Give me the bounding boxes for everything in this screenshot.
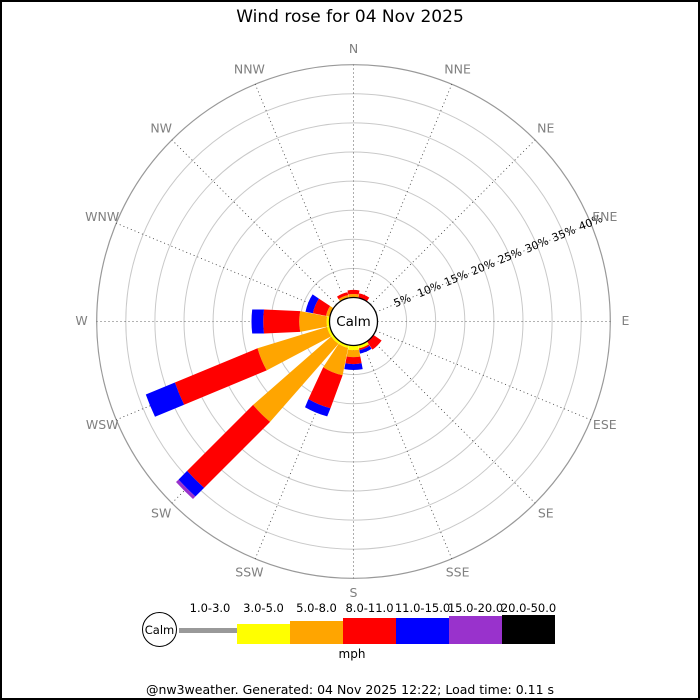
- compass-label-sw: SW: [151, 505, 171, 520]
- grid-spoke: [362, 343, 453, 559]
- grid-ring: [125, 93, 582, 550]
- compass-label-wsw: WSW: [86, 417, 119, 432]
- wind-bar-segment: [299, 311, 328, 332]
- compass-label-wnw: WNW: [85, 209, 119, 224]
- wind-bar-segment: [178, 470, 205, 497]
- wind-bar-segment: [174, 348, 267, 405]
- percent-label: 5%: [392, 291, 413, 310]
- wind-bar-segment: [176, 479, 196, 499]
- grid-spoke: [370, 338, 536, 504]
- compass-label-nnw: NNW: [234, 62, 265, 77]
- calm-center-label: Calm: [336, 314, 371, 330]
- compass-label-nne: NNE: [444, 62, 471, 77]
- percent-label: 20%: [469, 257, 497, 278]
- wind-bar-segment: [359, 345, 372, 354]
- compass-label-n: N: [349, 41, 358, 56]
- wind-bar-segment: [251, 309, 264, 334]
- wind-bar-segment: [347, 289, 360, 295]
- wind-bar-segment: [348, 294, 359, 298]
- compass-label-ssw: SSW: [235, 564, 263, 579]
- grid-ring: [154, 122, 553, 521]
- wind-bar-segment: [323, 343, 349, 376]
- wind-bar-segment: [358, 293, 370, 302]
- compass-label-ene: ENE: [592, 209, 617, 224]
- wind-bar-segment: [345, 356, 362, 365]
- page-title: Wind rose for 04 Nov 2025: [236, 7, 464, 27]
- wind-bar-segment: [348, 345, 359, 351]
- grid-spoke: [171, 139, 337, 305]
- compass-label-w: W: [75, 313, 87, 328]
- grid-spoke: [370, 139, 536, 305]
- wind-bar-segment: [337, 292, 349, 300]
- compass-label-ne: NE: [537, 121, 554, 136]
- percent-label: 35%: [550, 223, 578, 244]
- grid-ring: [183, 151, 524, 492]
- wind-bar-segment: [187, 404, 271, 488]
- wind-bar-segment: [338, 295, 349, 302]
- wind-bar-segment: [331, 334, 341, 344]
- grid-spoke: [254, 343, 345, 559]
- percent-label: 25%: [496, 245, 524, 266]
- wind-bar-segment: [145, 382, 185, 417]
- compass-label-s: S: [350, 585, 358, 600]
- wind-bar-segment: [263, 309, 301, 334]
- compass-label-e: E: [622, 313, 630, 328]
- wind-bar-segment: [305, 294, 319, 314]
- footer-credit: @nw3weather. Generated: 04 Nov 2025 12:2…: [145, 682, 555, 697]
- grid-spoke: [375, 222, 591, 313]
- wind-bar-segment: [358, 341, 369, 349]
- compass-label-nw: NW: [150, 121, 172, 136]
- grid-spoke: [362, 84, 453, 300]
- grid-spoke: [254, 84, 345, 300]
- grid-ring: [241, 209, 466, 434]
- grid-spoke: [116, 222, 332, 313]
- compass-label-se: SE: [538, 505, 554, 520]
- wind-bar-segment: [253, 336, 339, 422]
- wind-bar-segment: [326, 306, 334, 317]
- compass-label-ese: ESE: [593, 417, 617, 432]
- percent-label: 15%: [442, 268, 470, 289]
- wind-bar-segment: [346, 349, 361, 358]
- legend-units-label: mph: [338, 647, 366, 661]
- wind-bar-segment: [305, 399, 331, 417]
- wind-bar-segment: [344, 363, 363, 370]
- wind-bar-segment: [308, 367, 343, 409]
- wind-bar-segment: [327, 326, 334, 337]
- wind-bar-segment: [359, 344, 370, 351]
- wind-bar-segment: [257, 326, 332, 371]
- wind-bar-segment: [312, 298, 331, 316]
- wind-bar-segment: [338, 341, 349, 348]
- percent-label: 30%: [523, 234, 551, 255]
- calm-circle: [328, 296, 379, 347]
- grid-spoke: [375, 330, 591, 421]
- percent-label: 10%: [415, 279, 443, 300]
- compass-label-sse: SSE: [446, 564, 470, 579]
